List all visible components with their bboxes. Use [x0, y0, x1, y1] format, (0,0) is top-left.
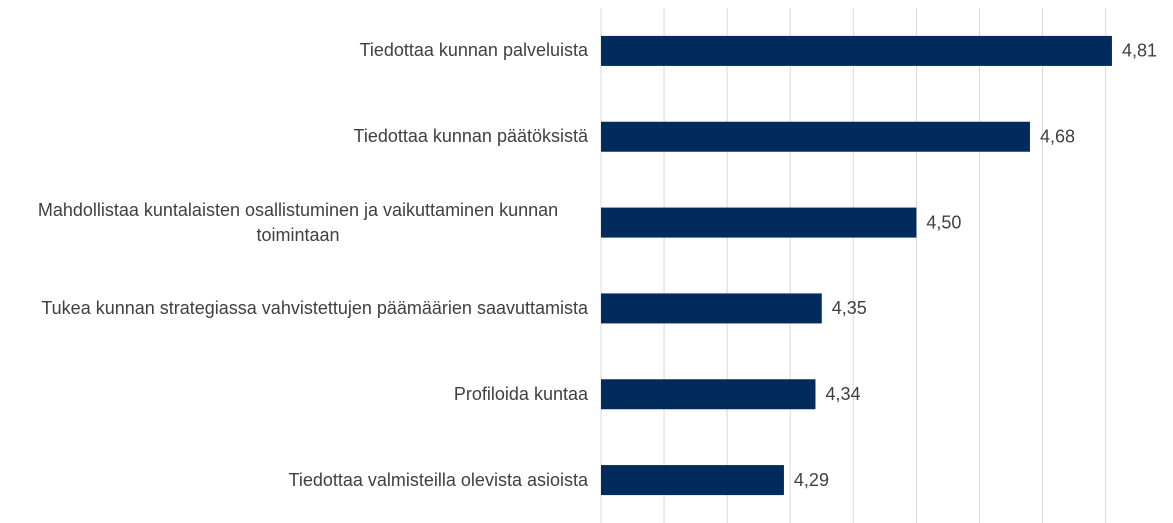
- data-label: 4,81: [1122, 41, 1157, 61]
- bar: [601, 379, 816, 410]
- bar: [601, 35, 1112, 66]
- category-label-box: Tukea kunnan strategiassa vahvistettujen…: [0, 278, 588, 338]
- category-label: Profiloida kuntaa: [453, 383, 588, 404]
- category-label-box: Tiedottaa kunnan päätöksistä: [0, 107, 589, 167]
- bar: [601, 207, 917, 238]
- category-label-box: Mahdollistaa kuntalaisten osallistuminen…: [0, 193, 588, 253]
- data-label: 4,50: [926, 212, 961, 232]
- bar: [601, 293, 822, 324]
- data-label: 4,35: [832, 298, 867, 318]
- category-label: Tiedottaa kunnan palveluista: [359, 40, 589, 61]
- category-label: Tiedottaa kunnan päätöksistä: [353, 126, 589, 147]
- category-label: Tukea kunnan strategiassa vahvistettujen…: [41, 297, 588, 318]
- category-label-box: Tiedottaa kunnan palveluista: [0, 21, 589, 81]
- bar: [601, 121, 1030, 152]
- category-label-box: Tiedottaa valmisteilla olevista asioista: [0, 450, 588, 510]
- data-label: 4,29: [794, 470, 829, 490]
- data-label: 4,34: [825, 384, 860, 404]
- category-label-box: Profiloida kuntaa: [0, 364, 588, 424]
- data-label: 4,68: [1040, 127, 1075, 147]
- bar: [601, 465, 784, 496]
- category-label: Mahdollistaa kuntalaisten osallistuminen…: [37, 199, 559, 245]
- category-label: Tiedottaa valmisteilla olevista asioista: [288, 469, 588, 490]
